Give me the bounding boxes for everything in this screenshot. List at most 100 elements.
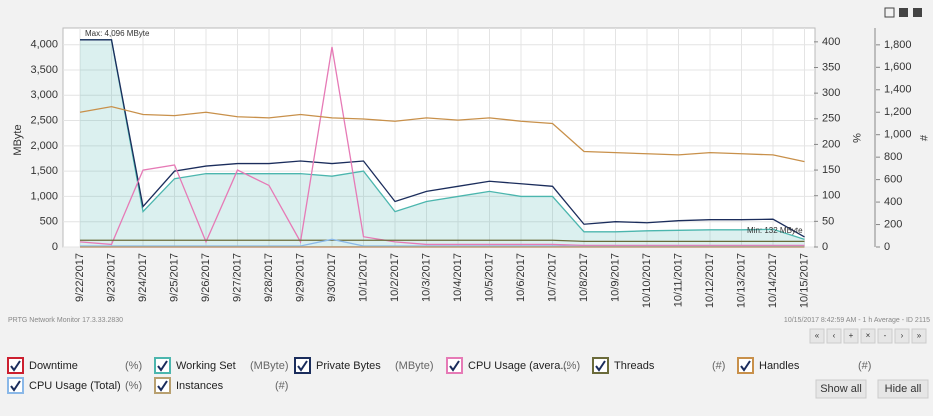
nav-button[interactable] [809,328,825,344]
x-tick-label: 10/7/2017 [546,253,558,302]
legend-label: Instances [176,380,224,392]
y-tick-label: 3,500 [30,64,58,76]
nav-button-label[interactable]: › [901,331,904,340]
y3-tick-label: 800 [884,151,902,163]
nav-button[interactable] [860,328,876,344]
y3-tick-label: 600 [884,174,902,186]
button-label[interactable]: Hide all [885,383,922,395]
x-tick-label: 9/27/2017 [231,253,243,302]
y2-tick-label: 200 [822,138,840,150]
x-tick-label: 10/11/2017 [672,253,684,307]
y2-axis-label: % [850,133,862,143]
legend-checkbox[interactable] [294,357,311,374]
legend-check [740,360,751,372]
legend-check [10,360,21,372]
legend-checkbox[interactable] [592,357,609,374]
legend-checkbox[interactable] [737,357,754,374]
legend-checkbox[interactable] [446,357,463,374]
y-tick-label: 500 [40,216,58,228]
y2-tick-label: 100 [822,190,840,202]
nav-button[interactable] [911,328,927,344]
y3-tick-label: 400 [884,196,902,208]
y3-tick-label: 1,600 [884,61,912,73]
icon[interactable] [899,8,908,17]
x-tick-label: 9/22/2017 [74,253,86,302]
area [80,39,805,248]
x-tick-label: 10/3/2017 [420,253,432,302]
legend-check [157,360,168,372]
y2-tick-label: 400 [822,36,840,48]
nav-button[interactable] [877,328,893,344]
legend-check [595,360,606,372]
x-tick-label: 10/5/2017 [483,253,495,302]
x-tick-label: 9/25/2017 [168,253,180,302]
y-tick-label: 1,000 [30,190,58,202]
x-tick-label: 10/14/2017 [767,253,779,308]
nav-button-label[interactable]: ‹ [833,331,836,340]
y2-tick-label: 350 [822,61,840,73]
legend-unit: (%) [125,360,142,372]
line [80,39,805,238]
legend-unit: (%) [563,360,580,372]
y3-axis-label: # [917,135,929,142]
legend-unit: (#) [858,360,871,372]
y-tick-label: 2,000 [30,140,58,152]
nav-button-label[interactable]: + [849,331,854,340]
x-tick-label: 9/28/2017 [263,253,275,302]
nav-button[interactable] [826,328,842,344]
line [80,39,805,241]
plot-area [62,27,816,248]
button[interactable] [877,379,929,399]
legend-check [157,380,168,392]
line [79,46,805,247]
button-label[interactable]: Show all [820,383,862,395]
nav-button-label[interactable]: » [917,331,922,340]
x-tick-label: 10/2/2017 [389,253,401,302]
y3-tick-label: 1,400 [884,84,912,96]
legend-unit: (#) [275,380,288,392]
y3-tick-label: 0 [884,241,890,253]
icon[interactable] [884,7,895,18]
legend-checkbox[interactable] [154,357,171,374]
legend-label: CPU Usage (avera... [468,360,569,372]
legend-unit: (MByte) [250,360,289,372]
x-tick-label: 10/4/2017 [452,253,464,302]
legend-checkbox[interactable] [154,377,171,394]
min-annotation: Min: 132 MByte [747,226,803,235]
button[interactable] [815,379,867,399]
y-tick-label: 1,500 [30,165,58,177]
y2-tick-label: 0 [822,241,828,253]
y2-tick-label: 50 [822,215,834,227]
nav-button[interactable] [843,328,859,344]
x-tick-label: 10/10/2017 [641,253,653,308]
y2-tick-label: 300 [822,87,840,99]
legend-label: Handles [759,360,800,372]
x-tick-label: 10/15/2017 [798,253,810,308]
x-tick-label: 10/6/2017 [515,253,527,302]
x-tick-label: 9/24/2017 [137,253,149,302]
y-axis-label: MByte [12,124,24,155]
icon[interactable] [913,8,922,17]
nav-button-label[interactable]: « [815,331,820,340]
legend-label: Private Bytes [316,360,381,372]
y-tick-label: 3,000 [30,89,58,101]
y3-tick-label: 1,800 [884,39,912,51]
nav-button-label[interactable]: - [884,331,887,340]
footer-left: PRTG Network Monitor 17.3.33.2830 [8,317,123,324]
legend-check [449,360,460,372]
nav-button-label[interactable]: × [866,331,871,340]
max-annotation: Max: 4,096 MByte [85,29,150,38]
y-tick-label: 0 [52,241,58,253]
legend-checkbox[interactable] [7,357,24,374]
legend-label: CPU Usage (Total) [29,380,121,392]
y-tick-label: 4,000 [30,39,58,51]
x-tick-label: 9/29/2017 [294,253,306,302]
nav-button[interactable] [894,328,910,344]
line [80,239,805,243]
legend-check [297,360,308,372]
legend-unit: (MByte) [395,360,434,372]
y3-tick-label: 1,200 [884,106,912,118]
legend-checkbox[interactable] [7,377,24,394]
toolbar-icons[interactable] [884,7,922,18]
